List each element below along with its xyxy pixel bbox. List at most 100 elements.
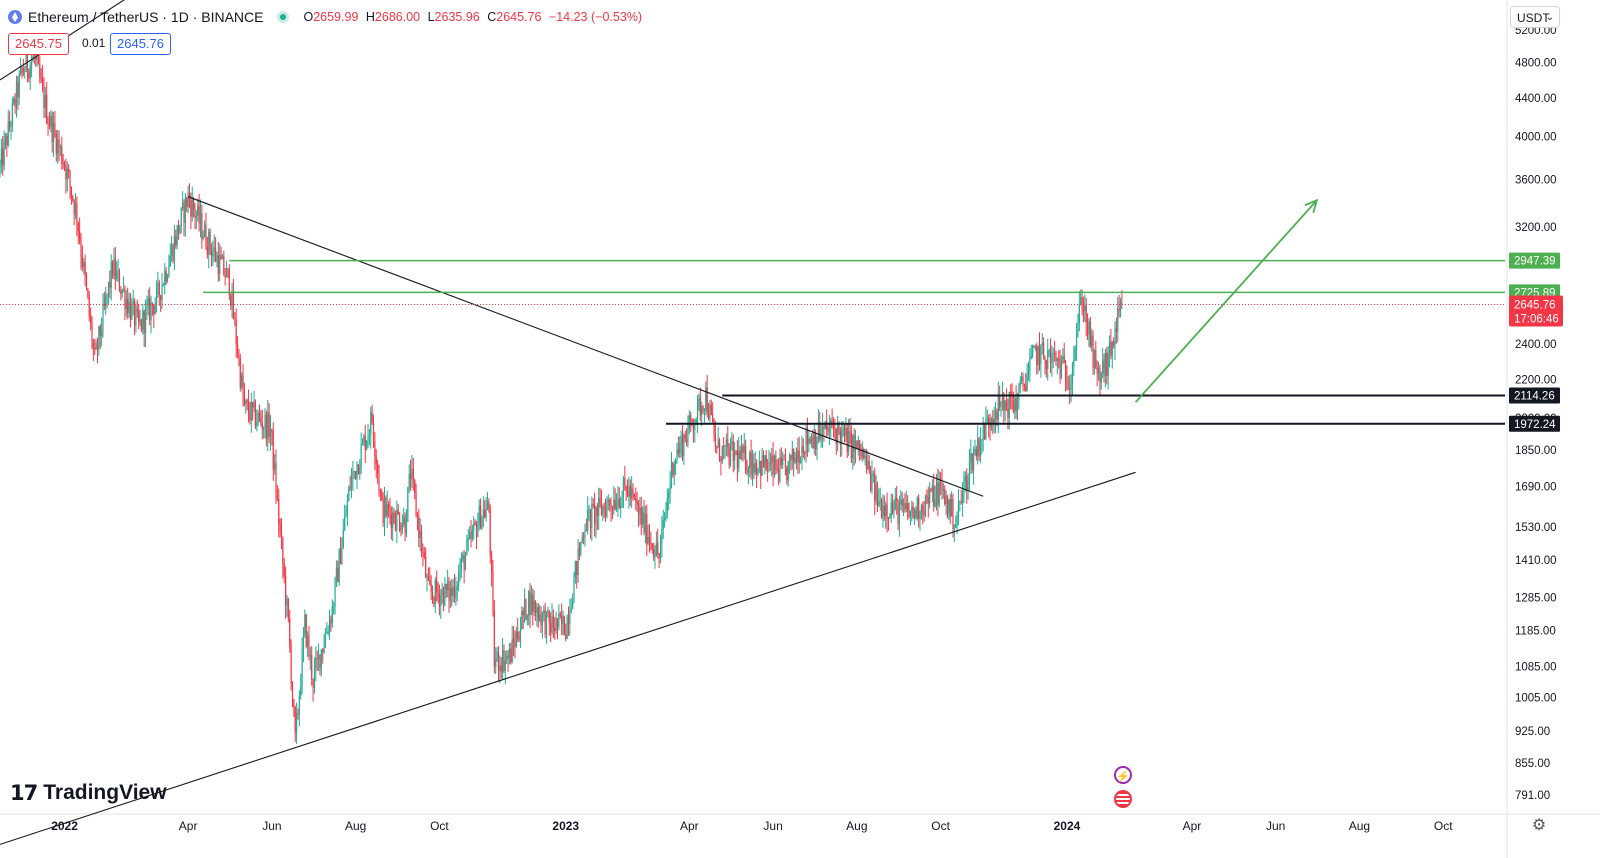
candle-body	[843, 427, 846, 436]
candle-body	[880, 500, 883, 518]
candle-body	[646, 513, 648, 545]
candle-body	[1063, 356, 1065, 364]
candle-body	[694, 424, 696, 430]
candle-body	[68, 168, 70, 172]
candle-body	[684, 434, 686, 440]
candle-body	[87, 288, 89, 298]
candle-body	[1051, 354, 1053, 363]
candle-body	[874, 473, 876, 501]
candle-body	[821, 426, 824, 437]
spread-value: 0.01	[76, 33, 112, 53]
candle-body	[173, 236, 175, 261]
tradingview-logo[interactable]: 17 TradingView	[10, 780, 167, 806]
candle-body	[258, 412, 261, 417]
candle-body	[937, 482, 939, 505]
candle-body	[458, 572, 460, 587]
candle-body	[328, 619, 331, 633]
symbol-title[interactable]: Ethereum / TetherUS · 1D · BINANCE	[28, 9, 264, 25]
candle-body	[1100, 373, 1102, 383]
candle-body	[264, 414, 266, 428]
candle-body	[511, 638, 513, 663]
candle-body	[393, 512, 395, 522]
candle-body	[670, 462, 673, 484]
candle-body	[523, 599, 526, 616]
us-flag-event-icon[interactable]	[1114, 790, 1132, 808]
candle-body	[841, 430, 843, 445]
candle-body	[377, 464, 379, 473]
candle-body	[599, 497, 601, 504]
candle-body	[626, 490, 629, 497]
candle-body	[567, 616, 570, 625]
candle-body	[84, 262, 86, 276]
candle-body	[850, 432, 852, 459]
candle-body	[751, 463, 754, 475]
candle-body	[761, 455, 763, 476]
market-status-icon[interactable]	[277, 11, 290, 23]
candle-body	[497, 652, 500, 671]
candle-body	[309, 655, 311, 657]
candle-body	[98, 326, 100, 350]
candle-body	[431, 591, 434, 597]
candle-body	[539, 614, 541, 621]
candle-body	[795, 457, 798, 462]
candle-body	[1026, 375, 1028, 391]
candle-body	[902, 503, 905, 506]
candle-body	[198, 205, 200, 224]
candle-body	[464, 555, 467, 571]
currency-select[interactable]: USDT ⌄	[1510, 6, 1560, 28]
candle-body	[481, 516, 483, 529]
candle-body	[901, 499, 903, 506]
candle-body	[228, 269, 230, 296]
buy-price-button[interactable]: 2645.76	[110, 33, 171, 55]
candle-body	[256, 421, 258, 427]
candle-body	[389, 508, 391, 515]
candle-body	[357, 464, 359, 474]
candle-body	[142, 310, 144, 330]
candle-body	[929, 488, 931, 504]
candle-body	[967, 480, 969, 491]
candle-body	[534, 600, 537, 614]
candle-body	[147, 298, 149, 306]
high-label: H	[365, 10, 375, 24]
candle-body	[922, 505, 924, 512]
candle-body	[975, 448, 977, 457]
high-value: 2686.00	[374, 10, 421, 24]
candle-body	[826, 421, 828, 430]
candle-body	[96, 343, 99, 350]
candle-body	[193, 198, 195, 210]
candle-body	[3, 140, 5, 166]
ethereum-logo-icon	[8, 10, 22, 24]
candle-body	[247, 402, 250, 414]
candle-body	[441, 589, 443, 595]
projection-arrow-head	[1304, 198, 1319, 213]
lightning-event-icon[interactable]: ⚡	[1114, 766, 1132, 784]
candle-body	[872, 473, 874, 475]
candle-body	[878, 501, 880, 507]
sell-price-button[interactable]: 2645.75	[8, 33, 69, 55]
candle-body	[517, 631, 519, 639]
candle-body	[718, 439, 721, 461]
candle-body	[280, 530, 283, 539]
candle-body	[46, 94, 48, 123]
candle-body	[643, 512, 645, 533]
candle-body	[1071, 365, 1074, 385]
candle-body	[151, 302, 154, 307]
candle-body	[160, 295, 162, 300]
candle-body	[1060, 359, 1063, 378]
candle-body	[50, 115, 52, 127]
candle-body	[166, 276, 169, 282]
candle-body	[701, 406, 703, 416]
candle-body	[175, 236, 177, 246]
candle-body	[216, 255, 218, 261]
gear-icon[interactable]: ⚙	[1531, 817, 1547, 834]
projection-arrow-line	[1134, 199, 1318, 403]
candle-body	[529, 591, 531, 615]
candle-body	[863, 448, 865, 459]
candle-body	[2, 148, 4, 166]
candle-body	[760, 460, 762, 476]
candle-body	[411, 468, 413, 480]
candle-body	[1106, 352, 1108, 376]
candle-body	[716, 446, 718, 448]
candle-body	[920, 505, 923, 519]
